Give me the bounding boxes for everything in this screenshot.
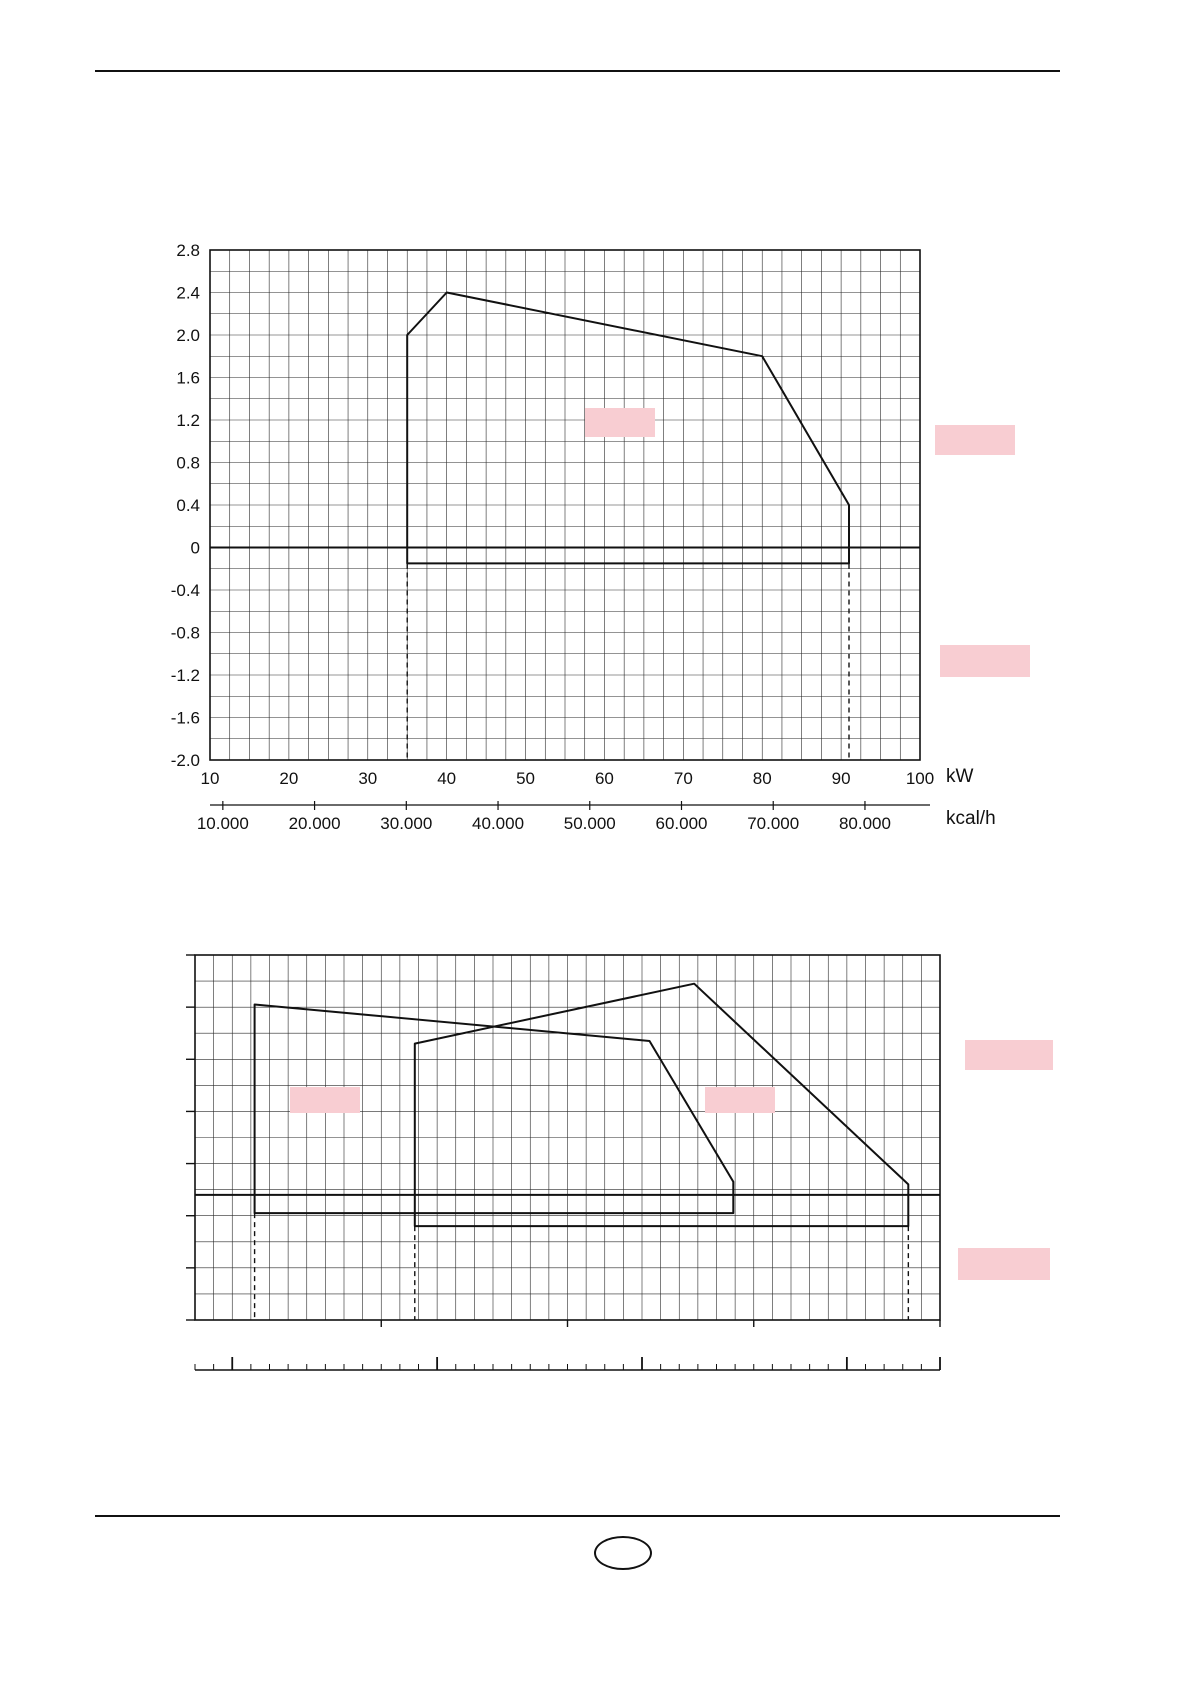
- redacted-label-top-chart-right-lower: [940, 645, 1030, 677]
- svg-text:100: 100: [906, 769, 934, 788]
- footer-rule: [95, 1515, 1060, 1517]
- svg-text:30.000: 30.000: [380, 814, 432, 833]
- svg-text:30: 30: [358, 769, 377, 788]
- working-field-chart-kw: 2.8 2.4 2.0 1.6 1.2 0.8 0.4 0 -0.4 -0.8 -1.2 -1.6 -2…: [171, 241, 934, 833]
- svg-text:2.0: 2.0: [176, 326, 200, 345]
- kcal-axis-unit-label: kcal/h: [946, 808, 996, 829]
- svg-text:80: 80: [753, 769, 772, 788]
- svg-text:-2.0: -2.0: [171, 751, 200, 770]
- svg-text:50: 50: [516, 769, 535, 788]
- redacted-label-top-chart-right-upper: [935, 425, 1015, 455]
- svg-text:2.4: 2.4: [176, 284, 200, 303]
- svg-text:-1.2: -1.2: [171, 666, 200, 685]
- svg-text:0.8: 0.8: [176, 454, 200, 473]
- svg-text:90: 90: [832, 769, 851, 788]
- redacted-label-inside-bottom-chart-right: [705, 1087, 775, 1113]
- svg-text:0.4: 0.4: [176, 496, 200, 515]
- kw-axis-unit-label: kW: [946, 766, 974, 787]
- svg-text:1.2: 1.2: [176, 411, 200, 430]
- svg-text:40.000: 40.000: [472, 814, 524, 833]
- svg-text:70.000: 70.000: [747, 814, 799, 833]
- redacted-label-inside-top-chart: [585, 408, 655, 437]
- svg-text:20.000: 20.000: [289, 814, 341, 833]
- svg-text:40: 40: [437, 769, 456, 788]
- svg-text:10: 10: [201, 769, 220, 788]
- svg-text:60.000: 60.000: [655, 814, 707, 833]
- svg-text:80.000: 80.000: [839, 814, 891, 833]
- redacted-label-bottom-chart-right-upper: [965, 1040, 1053, 1070]
- svg-text:60: 60: [595, 769, 614, 788]
- svg-text:20: 20: [279, 769, 298, 788]
- redacted-label-inside-bottom-chart-left: [290, 1087, 360, 1113]
- svg-text:2.8: 2.8: [176, 241, 200, 260]
- svg-text:50.000: 50.000: [564, 814, 616, 833]
- svg-text:1.6: 1.6: [176, 369, 200, 388]
- svg-text:10.000: 10.000: [197, 814, 249, 833]
- svg-text:0: 0: [191, 539, 200, 558]
- working-field-chart-secondary: [186, 954, 941, 1371]
- svg-text:70: 70: [674, 769, 693, 788]
- page-number-ellipse: [594, 1536, 652, 1570]
- svg-text:-0.8: -0.8: [171, 624, 200, 643]
- header-rule: [95, 70, 1060, 72]
- svg-text:-1.6: -1.6: [171, 709, 200, 728]
- svg-text:-0.4: -0.4: [171, 581, 200, 600]
- redacted-label-bottom-chart-right-lower: [958, 1248, 1050, 1280]
